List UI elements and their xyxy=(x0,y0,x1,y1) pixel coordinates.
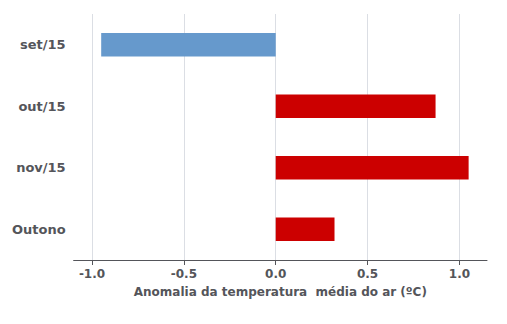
svg-text:out/15: out/15 xyxy=(18,99,65,114)
svg-text:Anomalia da temperatura média: Anomalia da temperatura média do ar (ºC) xyxy=(134,285,427,299)
svg-text:0.5: 0.5 xyxy=(357,267,378,281)
svg-text:nov/15: nov/15 xyxy=(16,160,66,175)
svg-text:1.0: 1.0 xyxy=(449,267,470,281)
svg-text:0.0: 0.0 xyxy=(265,267,286,281)
svg-text:set/15: set/15 xyxy=(20,37,66,52)
svg-text:-0.5: -0.5 xyxy=(171,267,197,281)
svg-text:-1.0: -1.0 xyxy=(79,267,105,281)
svg-text:Outono: Outono xyxy=(12,222,66,237)
